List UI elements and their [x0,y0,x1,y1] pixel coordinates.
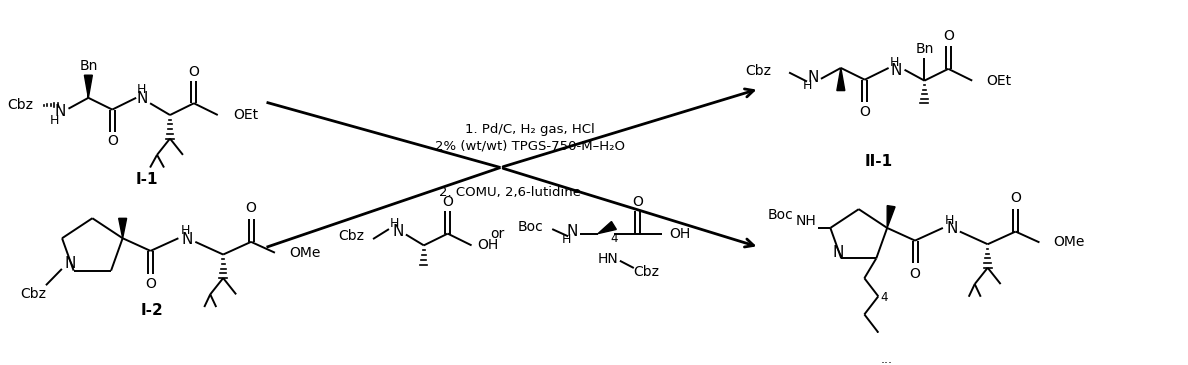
Text: N: N [64,256,76,271]
Text: N: N [808,69,819,85]
Text: Cbz: Cbz [633,265,659,278]
Text: Cbz: Cbz [745,64,771,78]
Text: N: N [832,245,843,260]
Text: Bn: Bn [915,42,934,56]
Text: 1. Pd/C, H₂ gas, HCl: 1. Pd/C, H₂ gas, HCl [466,123,595,136]
Text: H: H [137,83,146,96]
Text: H: H [890,56,899,69]
Text: O: O [859,105,870,119]
Text: O: O [107,134,118,148]
Text: ...: ... [880,353,892,365]
Text: OMe: OMe [1054,235,1085,249]
Text: H: H [181,224,190,238]
Text: 2% (wt/wt) TPGS-750-M–H₂O: 2% (wt/wt) TPGS-750-M–H₂O [435,139,625,152]
Text: Cbz: Cbz [339,229,365,243]
Text: Cbz: Cbz [20,287,46,301]
Text: OH: OH [478,238,499,252]
Text: OMe: OMe [289,246,321,260]
Text: N: N [55,104,67,119]
Polygon shape [598,222,617,234]
Text: Cbz: Cbz [7,98,33,112]
Text: O: O [1010,191,1020,205]
Text: N: N [946,221,958,237]
Text: Boc: Boc [518,220,543,234]
Text: O: O [943,29,954,43]
Text: Boc: Boc [767,208,794,222]
Text: O: O [910,267,921,281]
Text: N: N [182,232,192,247]
Text: OEt: OEt [234,108,259,122]
Text: I-2: I-2 [140,303,164,318]
Text: N: N [567,224,577,239]
Text: H: H [390,217,399,230]
Text: II-1: II-1 [865,154,892,169]
Text: NH: NH [796,214,817,228]
Polygon shape [887,205,895,228]
Text: OH: OH [670,227,691,241]
Text: I-1: I-1 [135,172,158,187]
Text: OEt: OEt [986,74,1011,88]
Polygon shape [119,218,127,238]
Polygon shape [836,68,845,91]
Text: or: or [491,227,505,241]
Text: Bn: Bn [80,59,97,73]
Text: N: N [137,91,147,106]
Text: O: O [442,195,453,209]
Text: 4: 4 [611,232,618,245]
Text: O: O [189,65,200,78]
Text: O: O [145,277,156,291]
Text: N: N [891,63,902,78]
Text: H: H [562,234,570,246]
Text: O: O [632,195,643,209]
Text: 2. COMU, 2,6-lutidine: 2. COMU, 2,6-lutidine [440,187,581,199]
Text: 4: 4 [880,291,887,304]
Text: O: O [246,201,257,215]
Text: N: N [392,224,404,239]
Text: H: H [946,214,954,227]
Text: HN: HN [598,252,618,266]
Text: H: H [802,78,811,92]
Polygon shape [84,75,93,98]
Text: H: H [50,114,59,127]
